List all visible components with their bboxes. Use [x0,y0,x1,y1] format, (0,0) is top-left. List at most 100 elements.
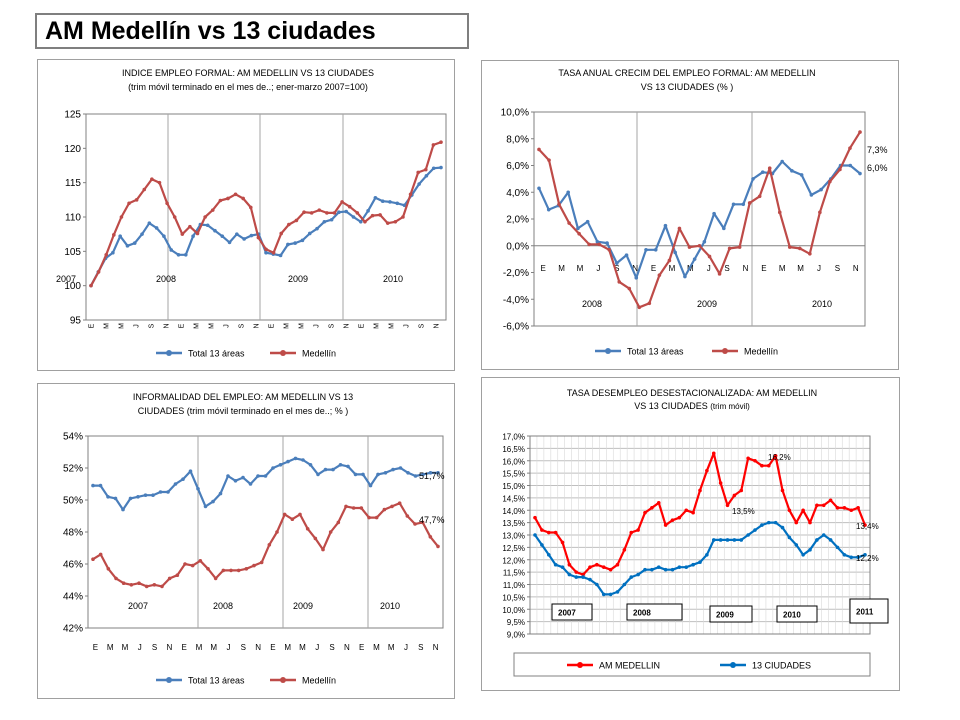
data-point [608,592,613,597]
y-tick-label: -2,0% [503,268,529,279]
data-point [242,237,246,241]
data-point [119,215,124,219]
data-point [828,538,833,542]
data-point [241,475,245,480]
x-tick-label: S [329,323,336,328]
legend-marker [577,662,583,668]
data-point [338,463,343,467]
data-point [683,274,687,279]
data-point [322,220,327,224]
data-point [698,560,702,565]
x-tick-label: J [315,643,319,652]
year-label: 2009 [697,299,717,309]
y-tick-label: 11,5% [503,569,525,578]
data-point [546,207,551,212]
data-point [313,536,318,541]
data-point [213,576,218,581]
data-point [727,246,732,251]
data-point [667,258,672,263]
x-tick-label: M [389,323,396,329]
data-point [670,567,675,572]
y-tick-label: 15,5% [502,470,525,479]
data-point [705,553,709,557]
data-point [166,490,170,494]
legend-marker [280,350,286,356]
x-tick-label: E [269,323,276,328]
data-point [595,562,599,567]
x-tick-label: J [404,324,411,328]
x-tick-label: M [373,643,380,652]
data-point [835,505,840,510]
data-point [373,195,378,200]
data-point [127,201,131,206]
x-tick-label: E [761,264,766,273]
data-point [210,208,215,212]
data-point [136,495,140,499]
y-tick-label: 10,5% [502,593,525,602]
x-tick-label: M [122,643,129,652]
x-tick-label: S [239,323,246,328]
data-point [211,499,215,504]
y-tick-label: 125 [64,110,81,121]
legend-box [513,652,871,677]
data-point [293,456,298,461]
plot-area [85,113,447,321]
data-point [380,199,385,204]
data-point [684,508,689,513]
year-label: 2009 [288,274,308,284]
data-point [172,215,177,219]
data-point [91,557,95,561]
x-tick-label: E [93,643,98,652]
year-box [709,605,753,623]
data-point [560,540,565,545]
data-point [278,463,283,467]
x-tick-label: M [299,323,306,329]
data-point [615,562,620,567]
data-point [677,226,682,231]
data-point [383,471,388,475]
year-label: 2007 [56,274,76,284]
data-point [815,538,819,542]
data-point [206,567,210,571]
data-point [643,567,647,572]
data-point [567,221,571,225]
x-tick-label: M [210,643,217,652]
data-point [856,555,860,560]
data-point [151,493,155,497]
data-point [815,503,819,508]
data-point [684,565,689,569]
data-point [863,523,867,527]
data-point [140,232,144,236]
data-point [722,226,726,231]
y-tick-label: 100 [64,281,81,292]
data-point [376,472,380,477]
series-line-0 [93,457,438,511]
legend-marker [166,677,172,683]
data-point [424,174,429,178]
data-point [647,301,652,306]
x-tick-label: N [632,264,638,273]
data-point [191,234,195,239]
data-point [183,252,188,257]
data-point [353,472,358,477]
chart-title: TASA DESEMPLEO DESESTACIONALIZADA: AM ME… [567,388,817,398]
data-point [670,518,675,522]
x-tick-label: M [558,264,565,273]
chart-formal-employment-index: INDICE EMPLEO FORMAL: AM MEDELLIN VS 13 … [56,68,447,359]
legend-label: Total 13 áreas [188,349,245,359]
data-point [428,535,433,539]
data-point [162,234,166,239]
data-point [849,508,854,513]
x-tick-label: J [314,324,321,328]
data-point [650,505,654,510]
data-point [739,538,744,542]
data-point [361,472,365,477]
data-point [428,471,433,475]
data-point [279,231,284,236]
data-point [842,553,847,557]
data-point [746,456,750,461]
data-point [577,231,581,236]
y-tick-label: 12,0% [502,556,525,565]
data-point [595,239,600,244]
data-point [96,270,101,274]
